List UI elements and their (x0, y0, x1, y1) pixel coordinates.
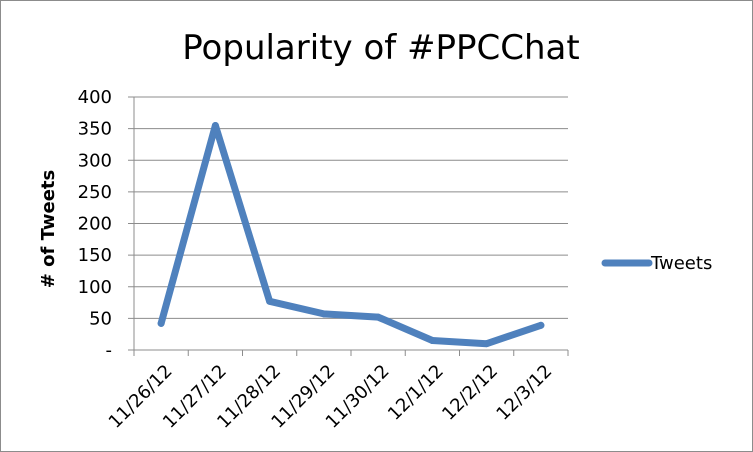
y-tick-label: 350 (78, 119, 112, 140)
x-tick-label: 12/3/12 (492, 361, 556, 425)
y-tick-label: 250 (78, 182, 112, 203)
data-point (157, 319, 165, 327)
data-point (374, 313, 382, 321)
y-tick-label: 150 (78, 245, 112, 266)
data-point (266, 297, 274, 305)
x-tick-labels: 11/26/1211/27/1211/28/1211/29/1211/30/12… (105, 361, 557, 433)
data-point (537, 321, 545, 329)
gridlines (134, 96, 568, 319)
y-tick-label: 200 (78, 214, 112, 235)
y-tick-label: 50 (89, 308, 112, 329)
legend: Tweets (601, 253, 712, 274)
series-line-tweets (157, 122, 545, 348)
axes (128, 96, 569, 356)
y-tick-label: 100 (78, 277, 112, 298)
x-tick-label: 12/2/12 (438, 361, 502, 425)
y-tick-label: - (106, 340, 113, 361)
data-point (483, 340, 491, 348)
x-tick-label: 12/1/12 (384, 361, 448, 425)
y-tick-labels: - 50 100 150 200 250 300 350 400 (78, 87, 112, 361)
y-tick-label: 300 (78, 150, 112, 171)
y-tick-label: 400 (78, 87, 112, 108)
chart-title: Popularity of #PPCChat (182, 28, 579, 68)
y-axis-label: # of Tweets (38, 170, 59, 288)
data-point (211, 121, 219, 129)
data-point (428, 337, 436, 345)
data-point (320, 310, 328, 318)
legend-label: Tweets (650, 253, 712, 274)
series-lines (157, 121, 545, 348)
